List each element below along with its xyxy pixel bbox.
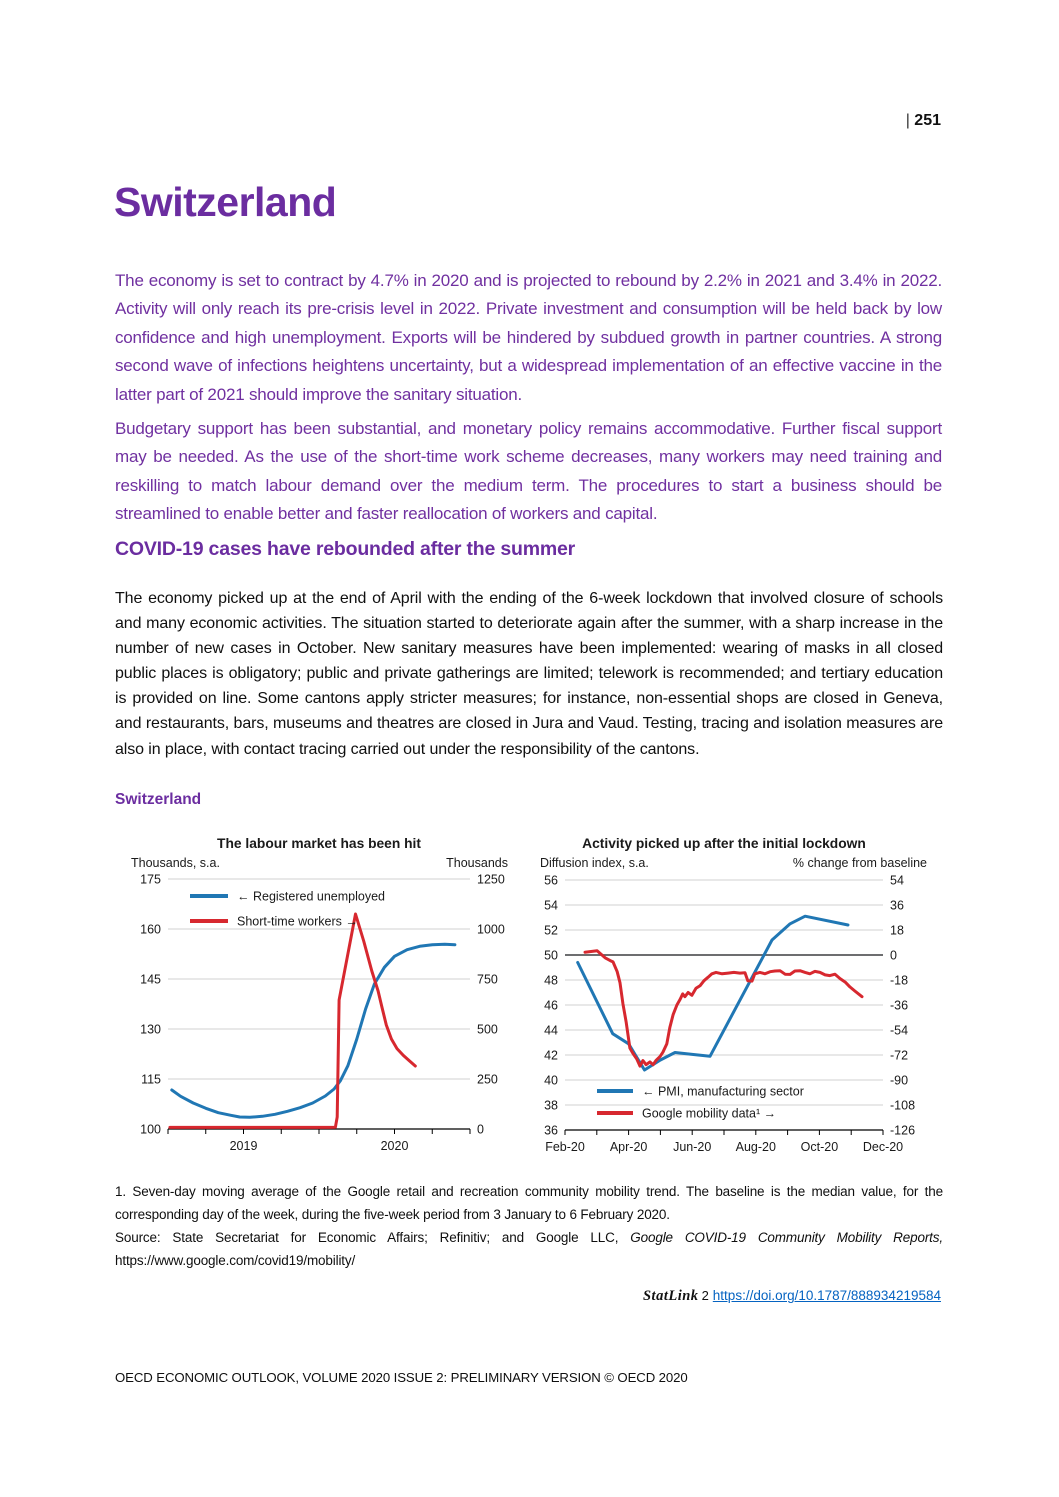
left-axis-tick: 160 xyxy=(140,922,161,936)
legend-label: Short-time workers → xyxy=(237,914,358,928)
right-axis-tick: -126 xyxy=(890,1123,915,1137)
x-axis-label: Feb-20 xyxy=(545,1140,585,1154)
left-axis-tick: 100 xyxy=(140,1122,161,1136)
left-axis-tick: 36 xyxy=(544,1123,558,1137)
legend-label: Google mobility data¹ → xyxy=(642,1106,776,1120)
figure-label: Switzerland xyxy=(115,791,202,808)
right-axis-tick: 750 xyxy=(477,972,498,986)
section-heading: COVID-19 cases have rebounded after the … xyxy=(115,538,576,561)
series-line xyxy=(576,914,850,1072)
right-axis-tick: 0 xyxy=(477,1122,484,1136)
source-url: https://www.google.com/covid19/mobility/ xyxy=(115,1253,356,1268)
chart-title: The labour market has been hit xyxy=(217,836,421,851)
left-axis-tick: 175 xyxy=(140,872,161,886)
right-axis-unit-label: Thousands xyxy=(446,856,508,870)
page-number: | 251 xyxy=(906,112,941,130)
intro-paragraph-1: The economy is set to contract by 4.7% i… xyxy=(115,271,942,404)
left-axis-tick: 130 xyxy=(140,1022,161,1036)
statlink-url[interactable]: https://doi.org/10.1787/888934219584 xyxy=(712,1288,941,1303)
chart-title: Activity picked up after the initial loc… xyxy=(582,836,866,851)
right-axis-tick: 1250 xyxy=(477,872,505,886)
page-number-bar: | xyxy=(905,112,910,129)
page-title: Switzerland xyxy=(114,179,337,226)
right-axis-unit-label: % change from baseline xyxy=(793,856,927,870)
intro-paragraph-2: Budgetary support has been substantial, … xyxy=(115,419,942,524)
left-axis-tick: 44 xyxy=(544,1023,558,1037)
activity-chart: 56 54 54 36 52 18 50 0 48 -18 46 -36 44 -54 42 -72 40 -90… xyxy=(540,836,927,1154)
x-axis-label: 2019 xyxy=(230,1139,258,1153)
page-footer: OECD ECONOMIC OUTLOOK, VOLUME 2020 ISSUE… xyxy=(115,1370,688,1385)
right-axis-tick: 500 xyxy=(477,1022,498,1036)
right-axis-tick: -54 xyxy=(890,1023,908,1037)
right-axis-tick: 1000 xyxy=(477,922,505,936)
x-axis-label: Aug-20 xyxy=(736,1140,776,1154)
left-axis-tick: 40 xyxy=(544,1073,558,1087)
right-axis-tick: 18 xyxy=(890,923,904,937)
left-axis-tick: 52 xyxy=(544,923,558,937)
left-axis-tick: 48 xyxy=(544,973,558,987)
source-title: Google COVID-19 Community Mobility Repor… xyxy=(630,1230,943,1245)
right-axis-tick: 36 xyxy=(890,898,904,912)
source-prefix: Source: State Secretariat for Economic A… xyxy=(115,1230,631,1245)
left-axis-tick: 145 xyxy=(140,972,161,986)
left-axis-tick: 56 xyxy=(544,873,558,887)
left-axis-tick: 115 xyxy=(141,1072,161,1086)
right-axis-tick: -72 xyxy=(890,1048,908,1062)
right-axis-tick: 54 xyxy=(890,873,904,887)
figure-footnotes: 1. Seven-day moving average of the Googl… xyxy=(115,1180,943,1272)
series-line xyxy=(583,949,864,1068)
left-axis-unit-label: Thousands, s.a. xyxy=(131,856,220,870)
right-axis-tick: 250 xyxy=(477,1072,498,1086)
right-axis-tick: -108 xyxy=(890,1098,915,1112)
left-axis-tick: 54 xyxy=(544,898,558,912)
left-axis-tick: 42 xyxy=(544,1048,558,1062)
left-axis-unit-label: Diffusion index, s.a. xyxy=(540,856,649,870)
left-axis-tick: 46 xyxy=(544,998,558,1012)
right-axis-tick: -18 xyxy=(890,973,908,987)
x-axis-label: Oct-20 xyxy=(801,1140,839,1154)
series-line xyxy=(168,912,417,1129)
x-axis-label: Jun-20 xyxy=(673,1140,711,1154)
x-axis-label: Dec-20 xyxy=(863,1140,903,1154)
left-axis-tick: 38 xyxy=(544,1098,558,1112)
page-number-value: 251 xyxy=(914,112,941,129)
statlink-icon: 2 xyxy=(701,1288,709,1303)
right-axis-tick: -90 xyxy=(890,1073,908,1087)
legend-label: ← Registered unemployed xyxy=(237,889,385,903)
section-body: The economy picked up at the end of Apri… xyxy=(115,590,943,758)
statlink: StatLink 2 https://doi.org/10.1787/8889342… xyxy=(643,1288,941,1305)
right-axis-tick: 0 xyxy=(890,948,897,962)
right-axis-tick: -36 xyxy=(890,998,908,1012)
legend-label: ← PMI, manufacturing sector xyxy=(642,1084,804,1098)
series-line xyxy=(170,942,457,1119)
footnote-1: 1. Seven-day moving average of the Googl… xyxy=(115,1184,943,1222)
x-axis-label: 2020 xyxy=(381,1139,409,1153)
statlink-label: StatLink xyxy=(642,1288,699,1304)
x-axis-label: Apr-20 xyxy=(610,1140,648,1154)
left-axis-tick: 50 xyxy=(544,948,558,962)
